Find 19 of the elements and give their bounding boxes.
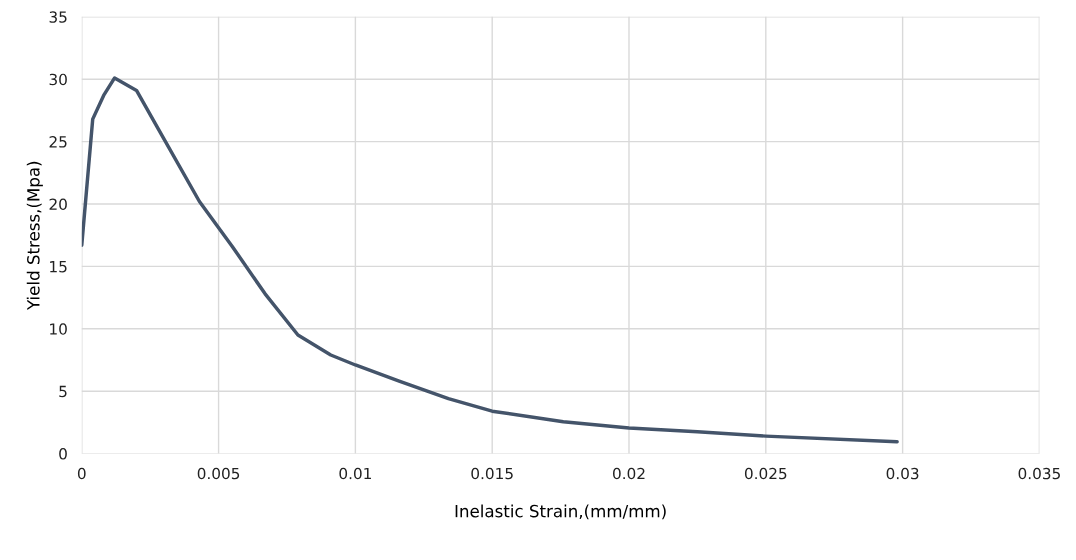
y-tick-label: 15 [50, 261, 67, 273]
x-tick-label: 0.035 [1018, 467, 1060, 480]
y-tick-label: 0 [59, 448, 67, 460]
x-tick-label: 0.015 [471, 467, 513, 480]
x-tick-label: 0.02 [613, 467, 645, 480]
x-tick-label: 0.005 [197, 467, 240, 480]
y-tick-label: 25 [49, 136, 67, 148]
x-tick-label: 0 [77, 467, 86, 480]
x-tick-label: 0.025 [744, 467, 787, 480]
y-tick-label: 10 [50, 323, 67, 335]
line-series [81, 76, 899, 444]
x-tick-label: 0.01 [339, 467, 371, 480]
y-tick-label: 5 [59, 385, 67, 398]
y-tick-label: 30 [49, 73, 67, 86]
y-tick-label: 20 [49, 198, 67, 211]
y-axis-title: Yield Stress,(Mpa) [26, 161, 43, 311]
x-tick-label: 0.03 [886, 467, 919, 480]
x-axis-title: Inelastic Strain,(mm/mm) [455, 504, 666, 520]
y-tick-label: 35 [49, 11, 67, 23]
